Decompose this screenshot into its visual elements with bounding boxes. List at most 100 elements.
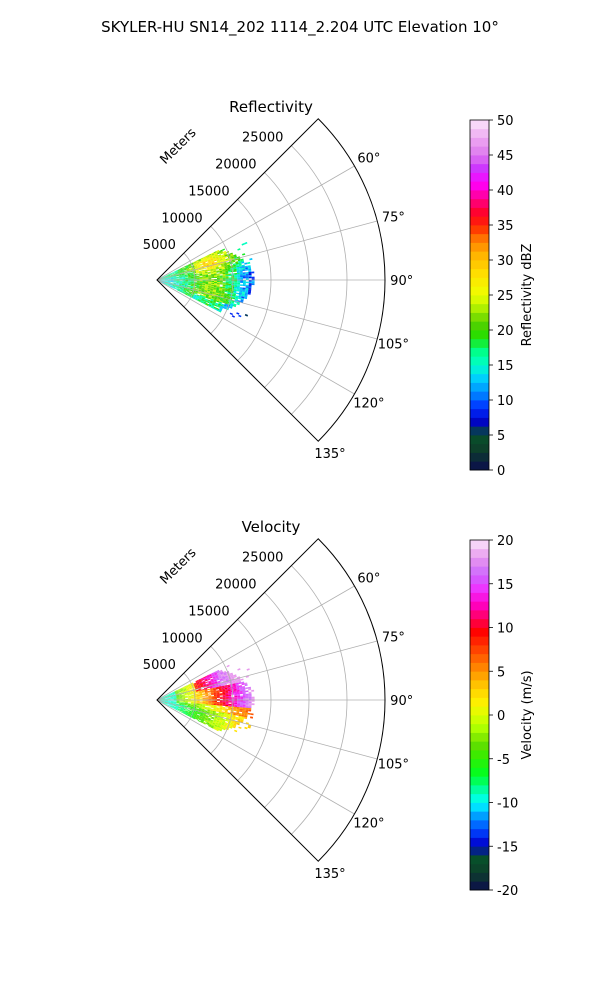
echo-gate [202,704,206,706]
echo-gate [219,275,223,277]
echo-gate [202,302,206,305]
echo-gate [245,267,249,270]
echo-gate [239,284,243,286]
echo-gate [188,713,191,715]
echo-gate [164,695,167,697]
echo-gate [173,278,177,279]
echo-gate [190,285,194,287]
echo-gate [213,287,217,289]
echo-gate [181,704,185,706]
echo-gate [205,674,209,678]
echo-gate [219,273,223,275]
echo-gate [188,701,191,703]
echo-gate [199,716,203,719]
echo-gate [198,718,202,721]
echo-gate [185,283,188,284]
echo-gate [173,276,177,278]
echo-gate [161,277,165,279]
echo-gate [233,712,237,714]
echo-gate [196,277,200,278]
echo-gate [167,701,171,702]
echo-gate [175,272,179,274]
echo-gate [248,704,252,707]
echo-gate [196,282,200,283]
echo-gate [175,706,179,708]
echo-gate [164,282,168,284]
echo-gate [236,709,240,712]
echo-gate [167,277,171,279]
echo-gate [199,278,203,280]
echo-gate [222,697,226,699]
echo-gate [210,299,214,302]
echo-gate [192,716,196,719]
echo-gate [199,706,202,708]
echo-gate [193,262,197,265]
echo-gate [251,280,255,282]
echo-gate [173,702,177,703]
echo-gate [248,695,252,697]
echo-gate [215,688,219,690]
echo-gate [222,289,225,291]
echo-gate [239,266,243,269]
echo-gate [167,282,171,284]
echo-gate [161,277,165,279]
echo-gate [206,301,210,304]
echo-gate [245,272,249,274]
echo-gate [181,705,185,707]
echo-gate [214,695,217,697]
echo-gate [214,701,217,703]
echo-gate [222,276,226,278]
echo-gate [207,271,211,273]
echo-gate [170,696,174,698]
echo-gate [162,698,165,700]
echo-gate [237,274,240,276]
echo-gate [224,302,228,305]
echo-gate [184,272,188,274]
echo-gate [177,688,180,691]
echo-gate [172,691,175,693]
echo-gate [221,675,225,678]
echo-gate [170,696,174,698]
echo-gate [179,695,183,697]
echo-gate [224,723,228,726]
echo-gate [197,685,201,687]
echo-gate [236,289,240,292]
echo-gate [219,289,222,292]
echo-gate [222,691,226,694]
echo-gate [178,272,182,274]
echo-gate [172,707,175,709]
echo-gate [242,290,246,293]
echo-gate [226,716,230,718]
echo-gate [222,283,226,285]
echo-gate [211,303,215,306]
echo-gate [215,290,219,292]
echo-gate [242,703,246,705]
echo-gate [211,275,214,277]
echo-gate [201,718,205,721]
echo-gate [217,304,221,307]
echo-gate [195,680,199,683]
echo-gate [216,273,220,275]
echo-gate [185,702,189,703]
echo-gate [170,702,174,703]
echo-gate [211,716,215,719]
echo-gate [176,699,180,700]
echo-gate [216,286,220,288]
echo-gate [242,690,246,693]
echo-gate [177,708,181,710]
echo-gate [232,680,236,683]
echo-gate [177,709,181,711]
echo-gate [173,696,177,698]
echo-gate [173,698,177,699]
echo-gate [198,289,202,291]
echo-gate [208,705,211,707]
echo-gate [211,277,215,279]
echo-gate [245,707,249,710]
echo-gate [207,257,210,260]
echo-gate [191,281,194,283]
echo-gate [205,272,208,275]
echo-gate [176,697,180,699]
echo-gate [208,674,212,677]
echo-gate [170,704,173,706]
echo-gate [178,286,182,288]
